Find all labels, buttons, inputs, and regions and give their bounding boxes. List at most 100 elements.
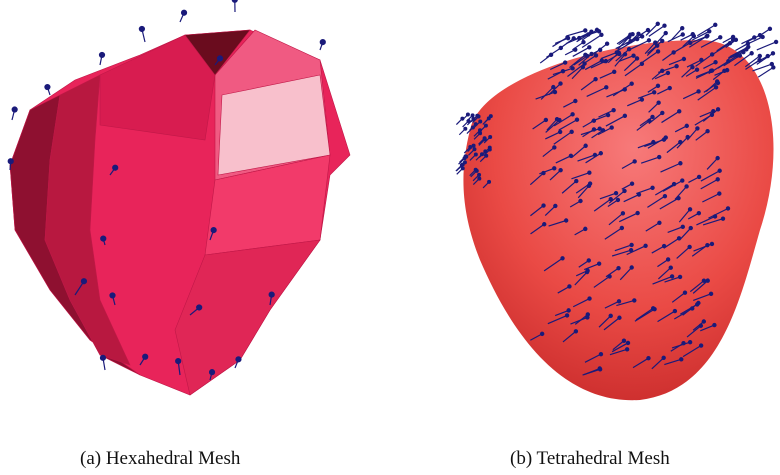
arrow-head [539,331,545,337]
arrow [662,180,683,192]
arrow [561,180,577,194]
arrow-head [616,299,622,304]
arrow [745,59,760,70]
arrow-head [612,69,617,75]
arrow-head [722,68,727,74]
arrow-head [661,243,667,249]
arrow-head [476,114,481,119]
arrow-head [482,137,487,142]
arrow-head [44,83,51,91]
arrow-head [662,193,668,199]
arrow [530,333,543,341]
arrow-head [483,123,488,128]
mesh-face [184,29,251,76]
arrow-head [473,167,478,172]
arrow [717,55,738,69]
arrow-head [235,356,242,363]
arrow-head [629,242,634,248]
arrow [567,29,586,37]
arrow [549,169,562,181]
arrow-head [589,51,594,57]
arrow [553,131,573,145]
arrow [744,55,761,68]
arrow-head [635,210,640,216]
arrow-head [473,152,478,157]
arrow-head [677,274,683,280]
arrow-head [551,84,556,90]
arrow-head [583,226,588,232]
arrow-head [705,129,710,134]
arrow-head [667,85,672,91]
arrow-head [773,39,779,45]
arrow [614,53,626,67]
arrow [584,353,602,363]
arrow [567,63,585,77]
arrow-head [632,298,637,303]
arrow-head [587,296,592,301]
arrow-head [216,55,224,62]
arrow-head [717,168,722,173]
arrow [554,309,569,317]
arrow-head [628,247,634,253]
arrow-head [543,117,549,123]
arrow-head [486,116,491,121]
arrow-head [661,137,667,142]
arrow [741,36,755,45]
arrow-head [109,292,116,299]
arrow-head [705,33,710,39]
arrow-head [99,354,107,361]
arrow-head [645,27,651,33]
arrow-head [655,49,661,54]
arrow-head [471,143,476,148]
arrow [552,36,568,48]
arrow-head [698,343,704,348]
arrow-head [668,265,673,270]
arrow-head [676,195,681,201]
arrow-head [488,135,493,140]
arrow-head [468,145,473,150]
arrow [621,160,635,170]
arrow [546,47,562,58]
arrow [686,59,702,68]
arrow-head [600,128,606,133]
arrow [591,129,604,139]
arrow-head [552,145,557,150]
arrow-head [470,125,475,130]
arrow [623,58,638,72]
arrow [603,317,620,331]
arrow-head [757,53,763,59]
arrow [542,146,555,158]
arrow [593,275,610,288]
arrow [700,178,719,190]
arrow-head [570,66,575,71]
arrow-head [582,61,587,66]
arrow [651,357,665,370]
arrow [539,54,552,64]
arrow-head [208,369,216,376]
arrow [639,116,653,127]
arrow-head [660,38,665,44]
arrow-head [487,179,492,184]
arrow-head [268,291,275,298]
arrow-head [639,97,645,102]
arrow [689,35,708,48]
arrow [663,237,680,249]
arrow [692,280,709,294]
arrow-head [650,185,655,190]
arrow [666,141,681,154]
arrow-head [660,110,665,116]
arrow [668,58,685,66]
arrow-head [554,116,560,122]
arrow [648,102,660,113]
arrow-head [665,257,671,262]
arrow-head [685,134,690,140]
arrow-head [581,39,586,45]
arrow-head [567,284,572,289]
arrow [553,113,573,127]
arrow [558,119,578,131]
arrow [728,51,744,60]
arrow-head [718,35,723,40]
arrow-head [573,98,578,104]
arrow-head [684,123,689,129]
arrow [623,194,640,203]
